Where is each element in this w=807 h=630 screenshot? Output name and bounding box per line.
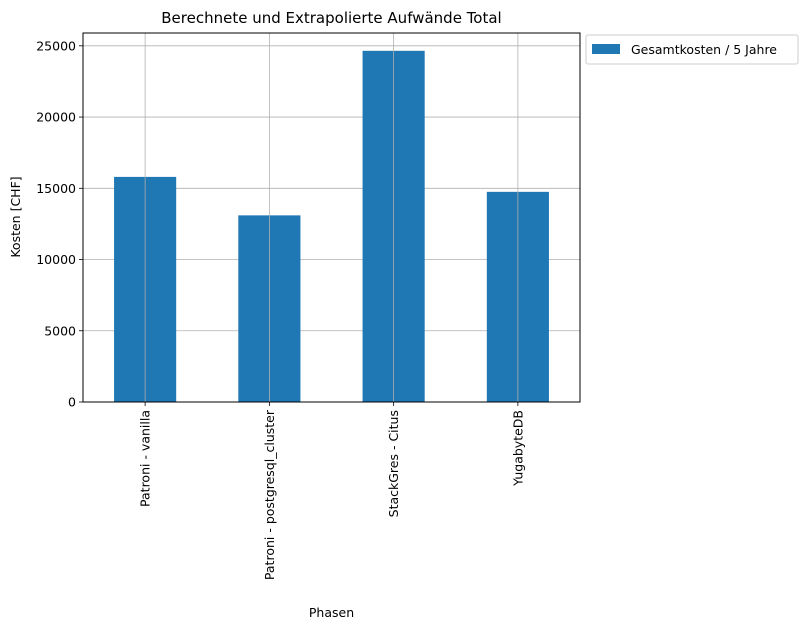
- chart-title: Berechnete und Extrapolierte Aufwände To…: [161, 9, 501, 27]
- y-tick-label: 20000: [36, 110, 76, 125]
- axis-ticks: 0 5000 10000 15000 20000 25000 Patroni - vanil…: [36, 33, 525, 580]
- y-tick-label: 0: [68, 395, 76, 410]
- x-tick-label: Patroni - vanilla: [138, 410, 153, 507]
- legend: Gesamtkosten / 5 Jahre: [585, 34, 799, 65]
- bars: [114, 50, 549, 403]
- y-tick-label: 5000: [44, 323, 76, 338]
- y-tick-label: 10000: [36, 252, 76, 267]
- legend-swatch: [592, 44, 620, 54]
- y-tick-label: 25000: [36, 38, 76, 53]
- x-axis-label: Phasen: [309, 605, 354, 620]
- x-tick-label: StackGres - Citus: [386, 410, 401, 517]
- legend-label: Gesamtkosten / 5 Jahre: [631, 42, 777, 57]
- legend-frame: [585, 34, 799, 65]
- y-tick-label: 15000: [36, 181, 76, 196]
- plot-area-frame: [82, 32, 581, 403]
- y-axis-label: Kosten [CHF]: [8, 176, 23, 257]
- x-tick-label: Patroni - postgresql_cluster: [262, 409, 277, 580]
- x-tick-label: YugabyteDB: [510, 410, 525, 487]
